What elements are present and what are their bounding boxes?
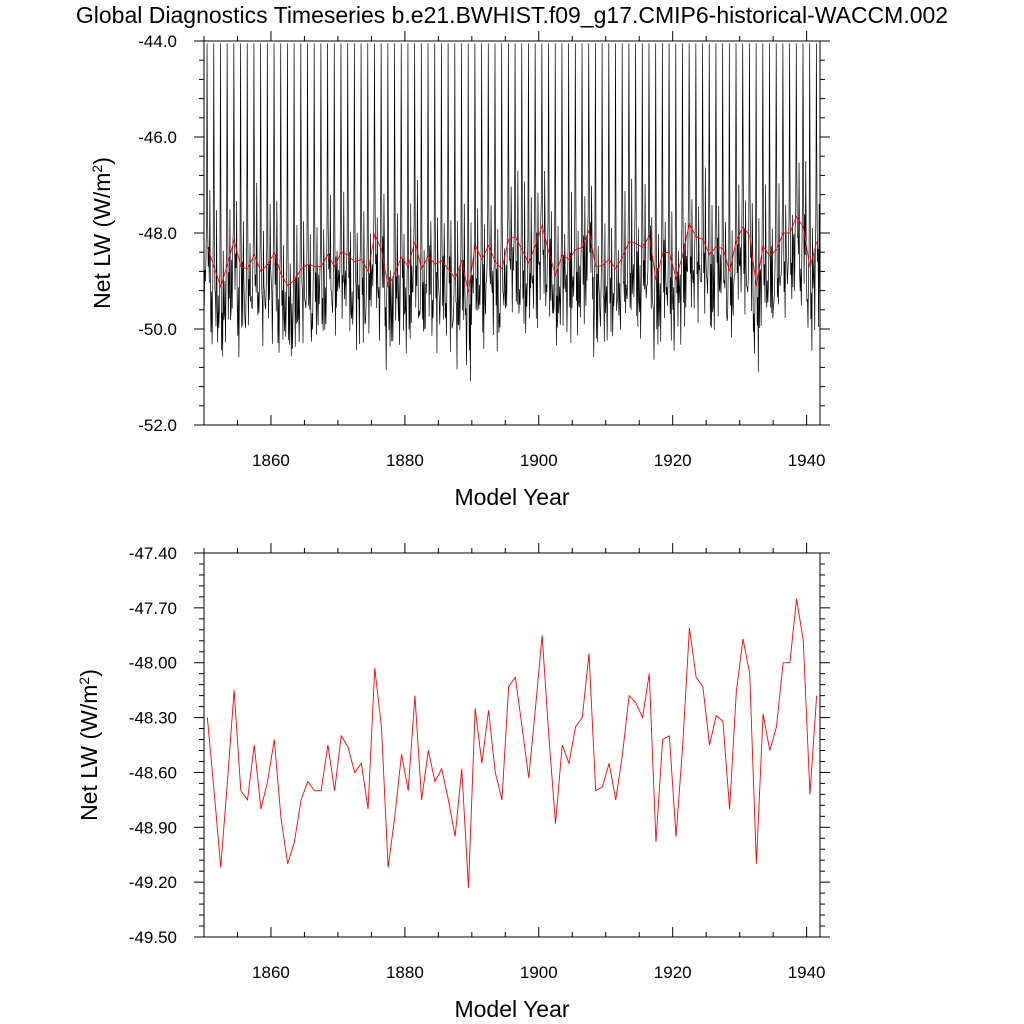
x-tick-label: 1860 [252, 963, 290, 982]
y-tick-label: -47.70 [129, 599, 177, 618]
top-plot-frame [203, 40, 821, 426]
top-x-axis-label: Model Year [454, 484, 569, 510]
y-tick-label: -48.00 [129, 654, 177, 673]
bottom-y-axis-label: Net LW (W/m2) [76, 669, 102, 821]
top-series-layer [204, 43, 820, 382]
x-tick-label: 1900 [520, 451, 558, 470]
y-tick-label: -50.0 [138, 320, 177, 339]
annual-mean-series-line [206, 215, 818, 293]
top-panel: 1860 1880 1900 1920 1940 -52.0 -50.0 -48.0 -46.0… [89, 31, 830, 510]
annual-mean-series-line [206, 598, 818, 888]
bottom-tick-layer [194, 543, 830, 938]
x-tick-label: 1860 [252, 451, 290, 470]
top-y-axis-label: Net LW (W/m2) [89, 157, 115, 309]
figure-title: Global Diagnostics Timeseries b.e21.BWHI… [75, 2, 949, 28]
x-tick-label: 1880 [386, 451, 424, 470]
x-tick-label: 1940 [788, 963, 826, 982]
y-tick-label: -48.60 [129, 763, 177, 782]
y-tick-label: -46.0 [138, 128, 177, 147]
top-tick-layer [194, 31, 830, 426]
bottom-y-axis-label-text: Net LW (W/m [76, 685, 102, 821]
top-y-axis-label-superscript: 2 [89, 165, 105, 173]
bottom-y-axis-label-close: ) [76, 669, 102, 677]
x-tick-label: 1900 [520, 963, 558, 982]
bottom-x-axis-label: Model Year [454, 996, 569, 1022]
bottom-label-layer: 1860 1880 1900 1920 1940 -49.50 -49.20 -48.90 -4… [129, 544, 826, 982]
y-tick-label: -48.0 [138, 224, 177, 243]
bottom-panel: 1860 1880 1900 1920 1940 -49.50 -49.20 -48.90 -4… [76, 543, 830, 1022]
x-tick-label: 1880 [386, 963, 424, 982]
top-label-layer: 1860 1880 1900 1920 1940 -52.0 -50.0 -48.0 -46.0… [138, 32, 825, 470]
x-tick-label: 1920 [654, 451, 692, 470]
bottom-y-axis-label-superscript: 2 [76, 677, 92, 685]
y-tick-label: -48.30 [129, 709, 177, 728]
y-tick-label: -44.0 [138, 32, 177, 51]
y-tick-label: -52.0 [138, 416, 177, 435]
monthly-series-line [204, 43, 820, 382]
x-tick-label: 1920 [654, 963, 692, 982]
y-tick-label: -49.20 [129, 873, 177, 892]
top-y-axis-label-text: Net LW (W/m [89, 173, 115, 309]
bottom-plot-frame [203, 552, 821, 938]
y-tick-label: -48.90 [129, 818, 177, 837]
top-y-axis-label-close: ) [89, 157, 115, 165]
y-tick-label: -47.40 [129, 544, 177, 563]
x-tick-label: 1940 [788, 451, 826, 470]
bottom-series-layer [206, 598, 818, 888]
y-tick-label: -49.50 [129, 928, 177, 947]
